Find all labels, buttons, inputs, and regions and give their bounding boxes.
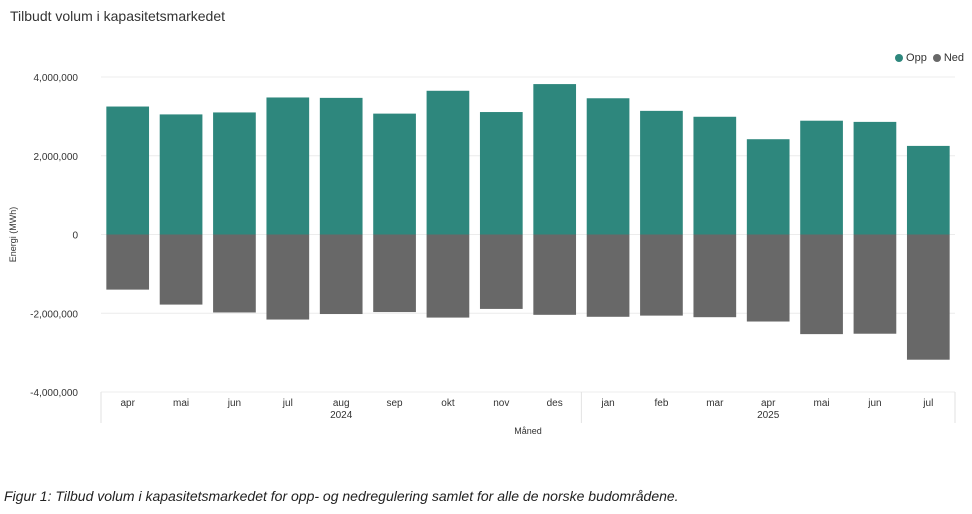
bar-opp[interactable]: [213, 112, 256, 235]
legend-label-opp: Opp: [906, 52, 927, 64]
bar-opp[interactable]: [746, 139, 790, 235]
x-tick-label: jul: [282, 398, 293, 409]
y-tick-label: 4,000,000: [34, 73, 79, 84]
bar-ned[interactable]: [693, 234, 737, 318]
bar-ned[interactable]: [266, 234, 310, 320]
bar-ned[interactable]: [746, 234, 790, 322]
x-tick-label: feb: [654, 398, 668, 409]
legend-item-opp[interactable]: Opp: [895, 52, 927, 64]
figure-caption: Figur 1: Tilbud volum i kapasitetsmarked…: [4, 488, 679, 504]
bar-ned[interactable]: [479, 234, 523, 309]
x-tick-label: mai: [173, 398, 189, 409]
year-label: 2025: [757, 410, 780, 421]
x-tick-label: nov: [493, 398, 509, 409]
x-tick-label: mar: [706, 398, 724, 409]
bar-opp[interactable]: [266, 97, 310, 235]
bar-opp[interactable]: [906, 145, 950, 235]
x-tick-label: jun: [227, 398, 241, 409]
bar-ned[interactable]: [640, 234, 683, 316]
bar-ned[interactable]: [800, 234, 843, 335]
x-tick-label: jun: [867, 398, 881, 409]
x-tick-label: jul: [922, 398, 933, 409]
bar-opp[interactable]: [800, 120, 843, 235]
bar-ned[interactable]: [106, 234, 150, 290]
bars-layer: [106, 84, 950, 360]
legend-label-ned: Ned: [943, 52, 964, 64]
legend-swatch-ned: [932, 54, 941, 62]
bar-opp[interactable]: [533, 84, 577, 235]
bar-ned[interactable]: [906, 234, 950, 360]
bar-opp[interactable]: [373, 113, 416, 235]
x-tick-label: okt: [441, 398, 455, 409]
x-tick-label: des: [547, 398, 563, 409]
y-tick-label: 2,000,000: [34, 152, 79, 163]
bar-ned[interactable]: [426, 234, 470, 318]
axis-layer: 4,000,000 2,000,000 0 -2,000,000 -4,000,000 E…: [8, 73, 956, 436]
bar-opp[interactable]: [319, 97, 363, 235]
legend: Opp Ned: [895, 52, 964, 64]
bar-ned[interactable]: [853, 234, 897, 334]
bar-ned[interactable]: [533, 234, 577, 315]
x-tick-label: sep: [387, 398, 404, 409]
y-axis-title: Energi (MWh): [8, 207, 18, 263]
x-tick-label: mai: [814, 398, 830, 409]
bar-opp[interactable]: [693, 116, 737, 235]
x-tick-label: aug: [333, 398, 350, 409]
chart-plot: 4,000,000 2,000,000 0 -2,000,000 -4,000,000 E…: [8, 73, 956, 436]
x-tick-label: apr: [120, 398, 135, 409]
bar-ned[interactable]: [319, 234, 363, 315]
x-axis-title: Måned: [514, 426, 542, 436]
x-tick-label: jan: [600, 398, 614, 409]
bar-opp[interactable]: [586, 98, 630, 235]
bar-ned[interactable]: [586, 234, 630, 317]
y-tick-label: -2,000,000: [30, 309, 78, 320]
legend-swatch-opp: [895, 54, 904, 62]
bar-opp[interactable]: [640, 110, 683, 235]
bar-ned[interactable]: [373, 234, 416, 313]
year-label: 2024: [330, 410, 353, 421]
bar-opp[interactable]: [159, 114, 203, 235]
x-tick-label: apr: [761, 398, 776, 409]
bar-opp[interactable]: [106, 106, 150, 235]
bar-opp[interactable]: [479, 112, 523, 235]
bar-opp[interactable]: [853, 121, 897, 235]
y-tick-label: 0: [72, 231, 78, 242]
bar-opp[interactable]: [426, 90, 470, 235]
chart-title: Tilbudt volum i kapasitetsmarkedet: [10, 8, 226, 24]
y-tick-label: -4,000,000: [30, 388, 78, 399]
bar-ned[interactable]: [159, 234, 203, 305]
bar-ned[interactable]: [213, 234, 256, 313]
legend-item-ned[interactable]: Ned: [932, 52, 964, 64]
